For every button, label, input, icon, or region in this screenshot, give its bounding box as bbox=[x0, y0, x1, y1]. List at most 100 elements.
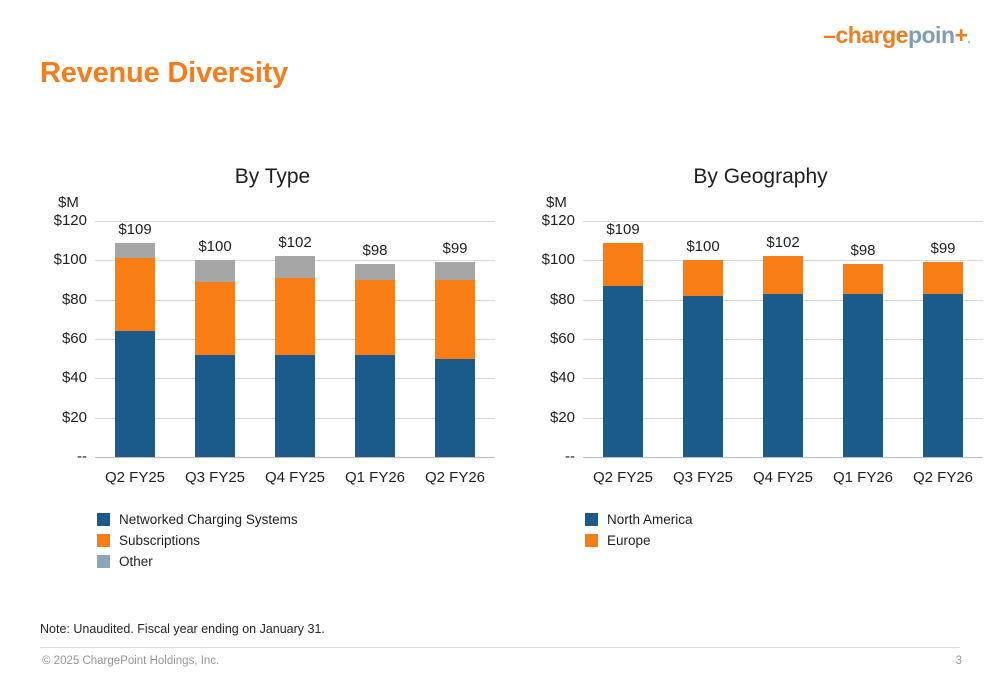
x-axis-label: Q4 FY25 bbox=[752, 469, 814, 486]
plot-area: $109 $100 $102 $98 $99 bbox=[95, 220, 495, 458]
y-tick-label: $20 bbox=[61, 408, 87, 426]
y-tick-label: $120 bbox=[541, 212, 575, 229]
y-tick-label: $40 bbox=[549, 369, 575, 387]
legend-label: Europe bbox=[607, 533, 651, 548]
logo-dash: – bbox=[823, 22, 836, 48]
bar-segment bbox=[435, 358, 475, 457]
chargepoint-logo: –chargepoin+. bbox=[823, 22, 970, 49]
bar-total-label: $102 bbox=[278, 234, 312, 252]
logo-poin: poin bbox=[907, 22, 955, 48]
gridline bbox=[95, 221, 495, 222]
bar-segment bbox=[115, 331, 155, 457]
x-axis-label: Q2 FY26 bbox=[912, 469, 974, 486]
bar-total-label: $99 bbox=[930, 240, 956, 258]
y-axis-unit-label: $M bbox=[58, 194, 79, 211]
y-tick-label: -- bbox=[77, 448, 87, 465]
x-axis-label: Q3 FY25 bbox=[184, 469, 246, 486]
x-axis-label: Q4 FY25 bbox=[264, 469, 326, 486]
bar-segment bbox=[195, 354, 235, 457]
x-axis-label: Q3 FY25 bbox=[672, 469, 734, 486]
bar-segment bbox=[683, 260, 723, 296]
legend-item: Other bbox=[97, 554, 298, 569]
y-axis-unit-label: $M bbox=[546, 194, 567, 211]
y-tick-label: $80 bbox=[549, 290, 575, 308]
bar-segment bbox=[843, 293, 883, 457]
y-tick-label: $100 bbox=[541, 251, 575, 269]
legend-swatch bbox=[97, 513, 110, 526]
y-tick-label: $60 bbox=[61, 330, 87, 347]
x-axis-label: Q1 FY26 bbox=[832, 469, 894, 486]
legend-swatch bbox=[97, 534, 110, 547]
bar-total-label: $100 bbox=[198, 238, 232, 256]
x-axis-line bbox=[583, 457, 983, 458]
legend-label: North America bbox=[607, 512, 693, 527]
legend: Networked Charging Systems Subscriptions O… bbox=[97, 512, 298, 575]
chart-title: By Geography bbox=[693, 165, 828, 188]
y-tick-label: $100 bbox=[53, 251, 87, 269]
y-tick-label: $80 bbox=[61, 290, 87, 308]
legend-item: Subscriptions bbox=[97, 533, 298, 548]
y-tick-label: $120 bbox=[53, 212, 87, 229]
bar-segment bbox=[355, 280, 395, 355]
footnote: Note: Unaudited. Fiscal year ending on J… bbox=[40, 622, 325, 636]
bar-segment bbox=[763, 256, 803, 294]
copyright: © 2025 ChargePoint Holdings, Inc. bbox=[42, 655, 220, 667]
bar-segment bbox=[603, 285, 643, 457]
bar-total-label: $109 bbox=[118, 220, 152, 238]
bar-segment bbox=[275, 354, 315, 457]
legend-item: Networked Charging Systems bbox=[97, 512, 298, 527]
bar-segment bbox=[435, 280, 475, 359]
page-number: 3 bbox=[955, 655, 962, 667]
chart-title: By Type bbox=[234, 165, 311, 188]
page-title: Revenue Diversity bbox=[40, 57, 289, 89]
bar-segment bbox=[115, 242, 155, 259]
bar-segment bbox=[275, 256, 315, 279]
legend-swatch bbox=[585, 534, 598, 547]
bar-segment bbox=[195, 281, 235, 355]
legend-label: Other bbox=[119, 554, 153, 569]
bar-total-label: $99 bbox=[442, 240, 468, 258]
legend-swatch bbox=[97, 555, 110, 568]
x-axis-label: Q2 FY25 bbox=[104, 469, 166, 486]
x-axis-label: Q2 FY26 bbox=[424, 469, 486, 486]
bar-total-label: $100 bbox=[686, 238, 720, 256]
bar-segment bbox=[355, 264, 395, 280]
bar-segment bbox=[115, 258, 155, 332]
footer-divider bbox=[40, 647, 960, 648]
bar-total-label: $102 bbox=[766, 234, 800, 252]
logo-plus-icon: + bbox=[954, 22, 968, 48]
x-axis-label: Q2 FY25 bbox=[592, 469, 654, 486]
bar-total-label: $98 bbox=[850, 242, 876, 260]
y-tick-label: $20 bbox=[549, 408, 575, 426]
bar-segment bbox=[923, 293, 963, 457]
y-tick-label: -- bbox=[565, 448, 575, 465]
chart-by-type: By Type $M $109 $100 $102 $98 $99 Networked … bbox=[40, 163, 505, 593]
logo-trademark-dot: . bbox=[967, 34, 970, 46]
bar-segment bbox=[355, 354, 395, 457]
plot-area: $109 $100 $102 $98 $99 bbox=[583, 220, 983, 458]
bar-segment bbox=[275, 278, 315, 355]
logo-charge: charge bbox=[835, 22, 909, 48]
legend-swatch bbox=[585, 513, 598, 526]
bar-segment bbox=[435, 262, 475, 280]
y-tick-label: $40 bbox=[61, 369, 87, 387]
legend-label: Subscriptions bbox=[119, 533, 201, 548]
bar-total-label: $109 bbox=[606, 220, 640, 238]
legend-item: North America bbox=[585, 512, 693, 527]
bar-segment bbox=[603, 242, 643, 286]
x-axis-line bbox=[95, 457, 495, 458]
legend-item: Europe bbox=[585, 533, 693, 548]
bar-segment bbox=[763, 293, 803, 457]
y-tick-label: $60 bbox=[549, 330, 575, 347]
bar-segment bbox=[843, 264, 883, 294]
bar-segment bbox=[923, 262, 963, 294]
bar-segment bbox=[195, 260, 235, 282]
legend: North America Europe bbox=[585, 512, 693, 554]
legend-label: Networked Charging Systems bbox=[119, 512, 298, 527]
x-axis-label: Q1 FY26 bbox=[344, 469, 406, 486]
bar-total-label: $98 bbox=[362, 242, 388, 260]
bar-segment bbox=[683, 295, 723, 457]
gridline bbox=[583, 221, 983, 222]
chart-by-geography: By Geography $M $109 $100 $102 $98 $99 North… bbox=[528, 163, 993, 593]
